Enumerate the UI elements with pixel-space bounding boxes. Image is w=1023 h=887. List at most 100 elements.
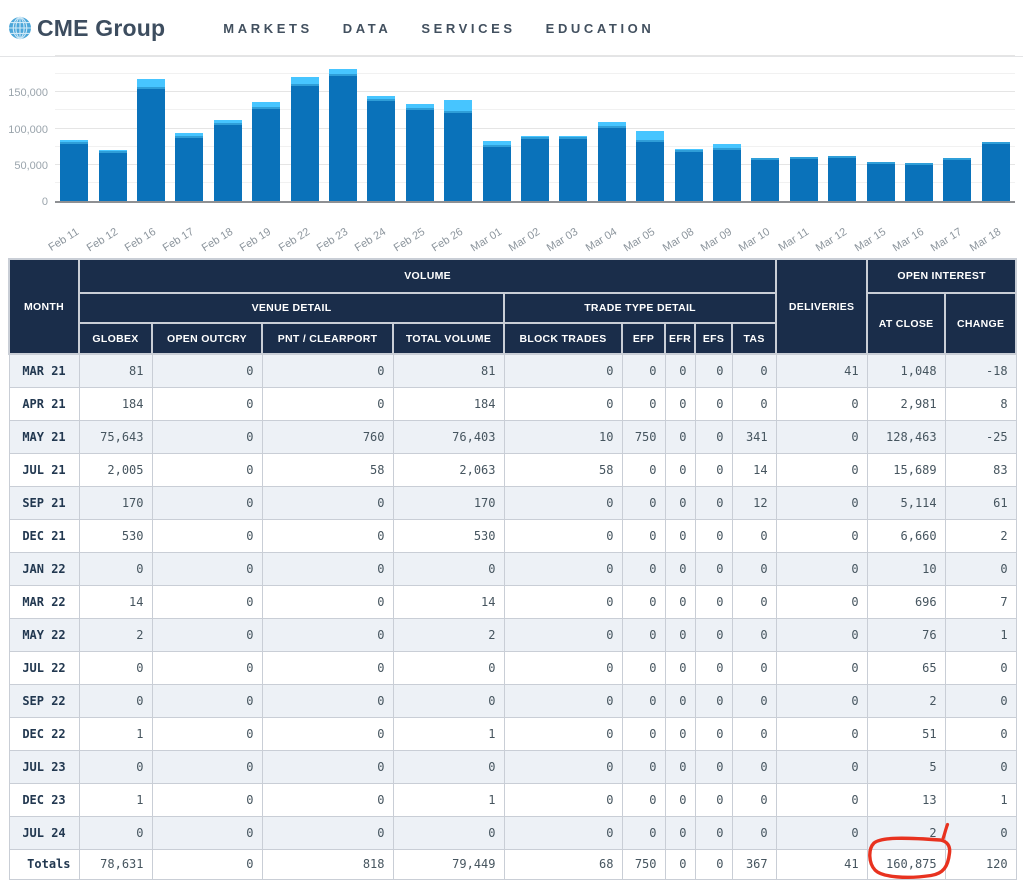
- value-cell: 81: [79, 354, 152, 387]
- value-cell: 0: [732, 552, 776, 585]
- bar-segment-primary: [905, 165, 933, 201]
- value-cell: 0: [695, 750, 732, 783]
- y-axis-labels: 050,000100,000150,000: [0, 57, 48, 203]
- y-tick-label: 150,000: [0, 87, 48, 99]
- value-cell: 0: [262, 486, 393, 519]
- value-cell: 0: [945, 684, 1016, 717]
- value-cell: 0: [776, 618, 867, 651]
- value-cell: 1: [393, 717, 504, 750]
- value-cell: 0: [262, 585, 393, 618]
- value-cell: 0: [732, 519, 776, 552]
- value-cell: 0: [152, 783, 262, 816]
- month-cell: DEC 21: [9, 519, 79, 552]
- month-cell: MAR 21: [9, 354, 79, 387]
- value-cell: 750: [622, 849, 665, 879]
- month-cell: SEP 22: [9, 684, 79, 717]
- value-cell: 0: [79, 750, 152, 783]
- nav-services[interactable]: SERVICES: [421, 21, 515, 36]
- table-row: MAY 222002000000761: [9, 618, 1016, 651]
- y-tick-label: 100,000: [0, 124, 48, 136]
- value-cell: 0: [776, 420, 867, 453]
- col-header-open-outcry: OPEN OUTCRY: [152, 323, 262, 354]
- value-cell: 76: [867, 618, 945, 651]
- value-cell: 10: [867, 552, 945, 585]
- nav-education[interactable]: EDUCATION: [546, 21, 655, 36]
- value-cell: 0: [665, 453, 695, 486]
- value-cell: 0: [695, 354, 732, 387]
- month-cell: JAN 22: [9, 552, 79, 585]
- value-cell: 0: [152, 651, 262, 684]
- value-cell: 0: [262, 387, 393, 420]
- value-cell: 0: [776, 585, 867, 618]
- table-row: DEC 231001000000131: [9, 783, 1016, 816]
- value-cell: 0: [393, 651, 504, 684]
- value-cell: 0: [945, 816, 1016, 849]
- bar-segment-primary: [483, 147, 511, 201]
- value-cell: 0: [732, 783, 776, 816]
- bar-segment-primary: [137, 89, 165, 201]
- value-cell: 68: [504, 849, 622, 879]
- month-cell: JUL 22: [9, 651, 79, 684]
- bar-segment-primary: [598, 128, 626, 201]
- value-cell: 0: [695, 552, 732, 585]
- table-row: SEP 22000000000020: [9, 684, 1016, 717]
- value-cell: 76,403: [393, 420, 504, 453]
- x-tick-label: Feb 16: [123, 226, 158, 254]
- value-cell: 0: [776, 387, 867, 420]
- value-cell: 78,631: [79, 849, 152, 879]
- chart-plot: [55, 57, 1015, 203]
- col-header-tas: TAS: [732, 323, 776, 354]
- value-cell: 0: [732, 618, 776, 651]
- value-cell: 0: [776, 750, 867, 783]
- value-cell: 0: [945, 717, 1016, 750]
- value-cell: 530: [393, 519, 504, 552]
- value-cell: 2: [867, 816, 945, 849]
- value-cell: -18: [945, 354, 1016, 387]
- bar-segment-primary: [559, 139, 587, 201]
- value-cell: 81: [393, 354, 504, 387]
- bar-segment-secondary: [636, 131, 664, 141]
- value-cell: 0: [732, 816, 776, 849]
- x-tick-label: Mar 08: [660, 226, 695, 254]
- month-cell: DEC 22: [9, 717, 79, 750]
- value-cell: 0: [622, 750, 665, 783]
- cme-group-logo[interactable]: CME Group: [8, 15, 165, 42]
- value-cell: 0: [504, 552, 622, 585]
- volume-bar: [982, 142, 1010, 201]
- value-cell: 15,689: [867, 453, 945, 486]
- col-header-month: MONTH: [9, 259, 79, 354]
- bar-segment-primary: [790, 159, 818, 201]
- value-cell: 0: [504, 486, 622, 519]
- value-cell: 0: [393, 684, 504, 717]
- volume-bar: [559, 136, 587, 201]
- value-cell: 0: [79, 684, 152, 717]
- bar-segment-primary: [751, 160, 779, 201]
- bar-segment-primary: [291, 86, 319, 201]
- value-cell: 0: [152, 717, 262, 750]
- x-tick-label: Mar 16: [891, 226, 926, 254]
- col-header-efp: EFP: [622, 323, 665, 354]
- value-cell: 0: [262, 816, 393, 849]
- value-cell: 0: [152, 420, 262, 453]
- nav-markets[interactable]: MARKETS: [223, 21, 312, 36]
- col-header-efs: EFS: [695, 323, 732, 354]
- value-cell: 0: [695, 717, 732, 750]
- volume-bar: [867, 162, 895, 201]
- nav-data[interactable]: DATA: [343, 21, 392, 36]
- volume-bar: [598, 122, 626, 201]
- volume-bar: [175, 133, 203, 201]
- value-cell: 0: [393, 552, 504, 585]
- value-cell: 51: [867, 717, 945, 750]
- x-tick-label: Feb 11: [47, 226, 82, 254]
- value-cell: 5: [867, 750, 945, 783]
- bar-segment-primary: [175, 138, 203, 201]
- value-cell: 0: [262, 651, 393, 684]
- value-cell: 0: [622, 717, 665, 750]
- value-cell: 0: [695, 816, 732, 849]
- value-cell: 0: [622, 816, 665, 849]
- value-cell: 1: [945, 618, 1016, 651]
- value-cell: 170: [393, 486, 504, 519]
- value-cell: 760: [262, 420, 393, 453]
- value-cell: 0: [776, 552, 867, 585]
- volume-open-interest-table: MONTH VOLUME DELIVERIES OPEN INTEREST VE…: [8, 258, 1017, 880]
